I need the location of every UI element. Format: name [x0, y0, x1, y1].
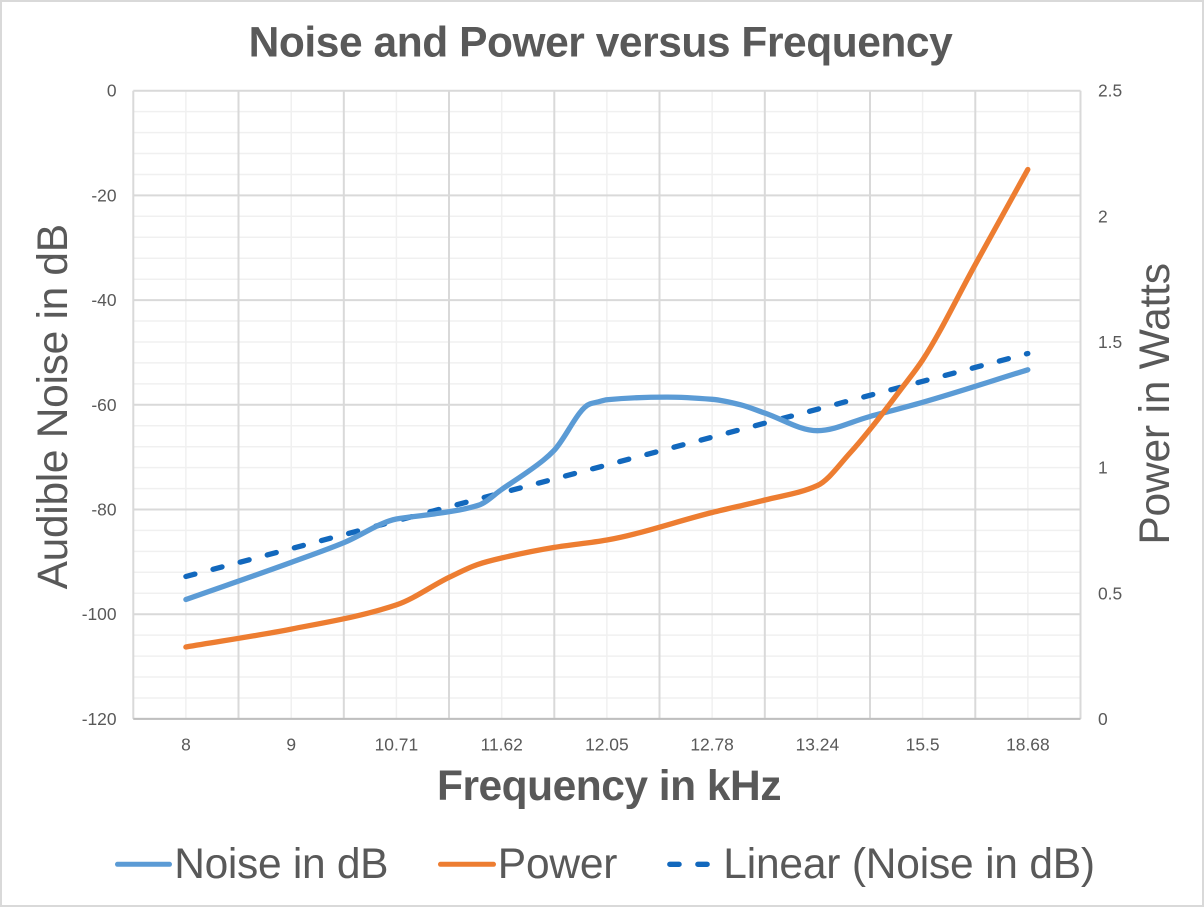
svg-text:0: 0	[1098, 709, 1108, 729]
svg-text:-80: -80	[91, 500, 116, 520]
svg-text:9: 9	[286, 734, 296, 754]
svg-text:18.68: 18.68	[1006, 734, 1050, 754]
svg-text:Power in Watts: Power in Watts	[1132, 263, 1179, 544]
svg-text:12.78: 12.78	[690, 734, 734, 754]
svg-text:2.5: 2.5	[1098, 81, 1122, 101]
svg-text:1: 1	[1098, 458, 1108, 478]
svg-text:Power: Power	[498, 841, 618, 888]
svg-text:Linear (Noise in dB): Linear (Noise in dB)	[723, 841, 1095, 888]
svg-text:-20: -20	[91, 185, 116, 205]
svg-text:13.24: 13.24	[796, 734, 840, 754]
svg-text:11.62: 11.62	[481, 734, 523, 754]
svg-text:Noise and Power versus Frequen: Noise and Power versus Frequency	[249, 20, 953, 67]
svg-text:8: 8	[181, 734, 191, 754]
svg-text:0: 0	[107, 81, 117, 101]
svg-text:1.5: 1.5	[1098, 332, 1122, 352]
svg-text:2: 2	[1098, 206, 1108, 226]
svg-text:-120: -120	[82, 709, 117, 729]
svg-text:Noise in dB: Noise in dB	[174, 841, 388, 888]
svg-text:-60: -60	[91, 395, 116, 415]
svg-text:10.71: 10.71	[375, 734, 419, 754]
svg-text:-40: -40	[91, 290, 116, 310]
svg-text:-100: -100	[82, 604, 117, 624]
svg-text:15.5: 15.5	[906, 734, 940, 754]
svg-text:Frequency in kHz: Frequency in kHz	[437, 763, 781, 810]
svg-text:12.05: 12.05	[585, 734, 629, 754]
svg-text:Audible Noise in dB: Audible Noise in dB	[30, 224, 77, 589]
svg-text:0.5: 0.5	[1098, 583, 1122, 603]
